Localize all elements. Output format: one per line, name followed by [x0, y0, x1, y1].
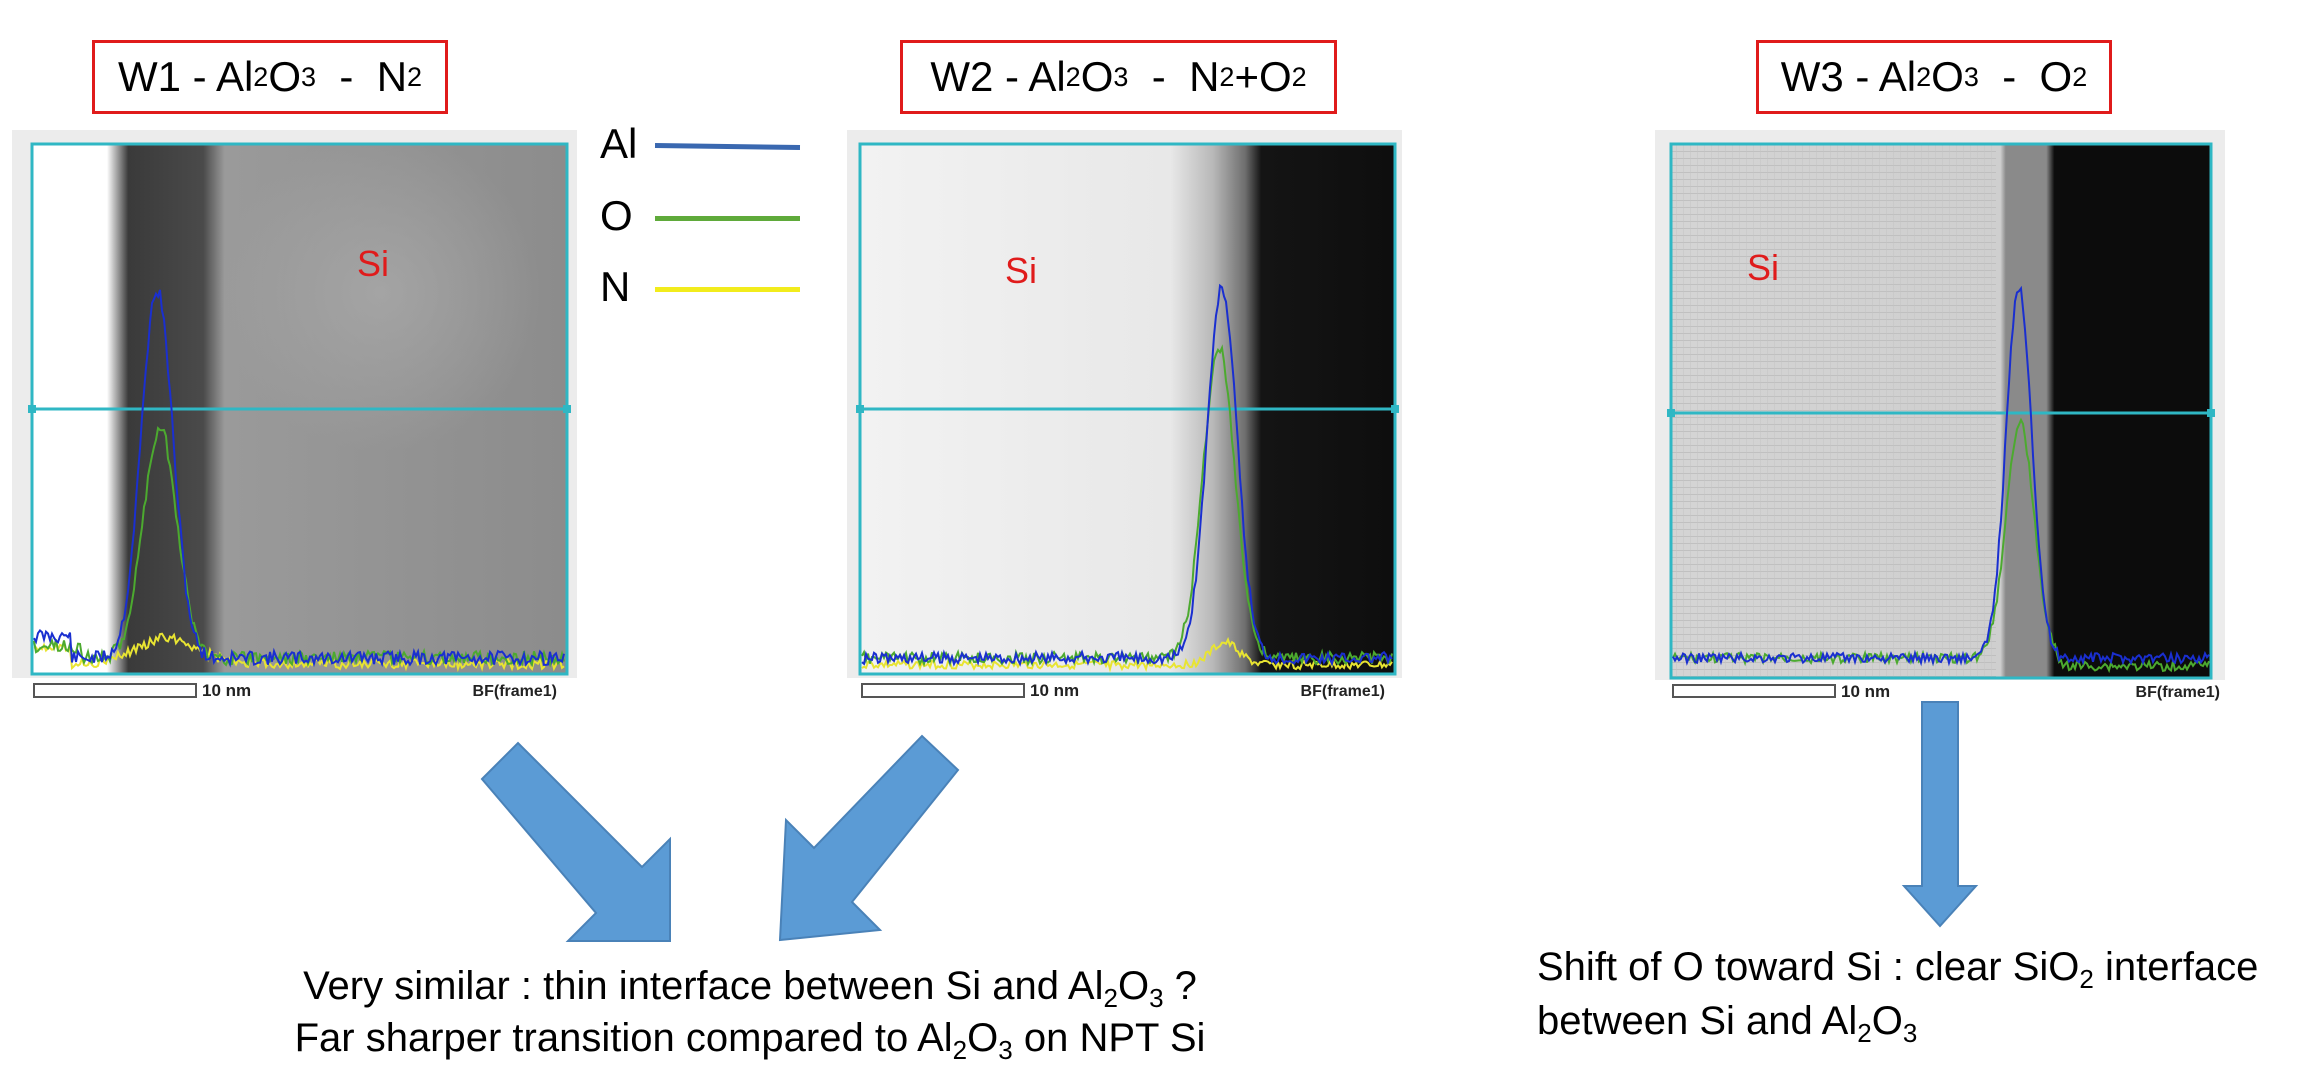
frame-label-w1: BF(frame1): [473, 683, 557, 700]
legend-item-n: N: [600, 263, 830, 313]
eds-panel-w3: 10 nm BF(frame1) Si: [1655, 130, 2225, 705]
eds-panel-w1: 10 nm BF(frame1) Si: [12, 130, 577, 705]
arrow-w1-to-caption: [480, 741, 671, 942]
tem-image-w2: 10 nm BF(frame1) Si: [847, 130, 1402, 705]
caption-w3-line2: between Si and Al2O3: [1537, 999, 1918, 1048]
tem-image-w3: 10 nm BF(frame1) Si: [1655, 130, 2225, 705]
panel-title-w2: W2 - Al 2 O 3 - N 2 +O 2: [900, 40, 1337, 114]
legend-label-n: N: [600, 263, 631, 310]
legend-item-al: Al: [600, 120, 830, 170]
arrow-w2-to-caption: [778, 734, 960, 942]
legend-swatch-n: [655, 287, 800, 292]
legend-swatch-al: [654, 142, 801, 151]
arrow-w3-to-caption: [1901, 701, 1979, 928]
legend-swatch-o: [655, 216, 800, 221]
legend-label-o: O: [600, 192, 633, 239]
eds-panel-w2: 10 nm BF(frame1) Si: [847, 130, 1402, 705]
region-label-si-w1: Si: [357, 243, 389, 284]
region-label-si-w3: Si: [1747, 247, 1779, 288]
scale-bar-label-w1: 10 nm: [202, 681, 251, 700]
frame-label-w2: BF(frame1): [1301, 683, 1385, 700]
element-legend: Al O N: [600, 120, 830, 320]
region-label-si-w2: Si: [1005, 250, 1037, 291]
caption-w1-w2-line2: Far sharper transition compared to Al2O3…: [294, 1016, 1206, 1065]
legend-item-o: O: [600, 192, 830, 242]
frame-label-w3: BF(frame1): [2136, 684, 2220, 701]
scale-bar-label-w2: 10 nm: [1030, 681, 1079, 700]
legend-label-al: Al: [600, 120, 638, 167]
caption-w3-line1: Shift of O toward Si : clear SiO2 interf…: [1537, 945, 2259, 994]
scale-bar-label-w3: 10 nm: [1841, 682, 1890, 701]
caption-w1-w2-line1: Very similar : thin interface between Si…: [303, 964, 1197, 1013]
tem-image-w1: 10 nm BF(frame1) Si: [12, 130, 577, 705]
